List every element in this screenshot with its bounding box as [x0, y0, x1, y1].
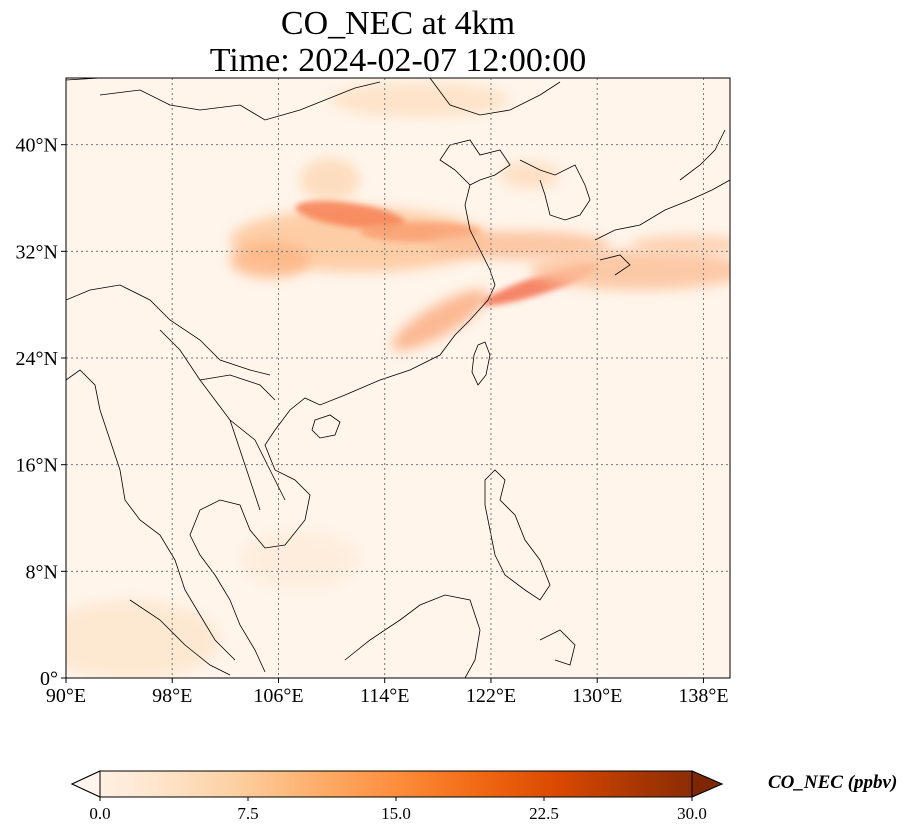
concentration-field	[66, 82, 730, 678]
colorbar-tick-label: 30.0	[677, 804, 707, 823]
plume-southwest	[66, 600, 220, 678]
map-frame	[65, 77, 731, 679]
lat-tick-label: 24°N	[16, 348, 58, 370]
lat-tick-label: 32°N	[16, 241, 58, 263]
plume-inner-mongolia	[300, 158, 360, 202]
coastline-sulawesi	[539, 629, 576, 666]
lat-tick-label: 40°N	[16, 135, 58, 157]
plume-sichuan	[230, 242, 310, 278]
lon-tick-label: 138°E	[678, 685, 728, 707]
coastline-japan	[594, 129, 730, 276]
longitude-labels: 90°E 98°E 106°E 114°E 122°E 130°E 138°E	[46, 678, 729, 707]
gridlines	[66, 78, 730, 678]
colorbar: 0.0 7.5 15.0 22.5 30.0 CO_NEC (ppbv)	[70, 770, 897, 823]
colorbar-ticks: 0.0 7.5 15.0 22.5 30.0	[89, 797, 707, 823]
colorbar-tick-label: 15.0	[381, 804, 411, 823]
lat-tick-label: 16°N	[16, 455, 58, 477]
map-title-line-2: Time: 2024-02-07 12:00:00	[209, 42, 587, 79]
lon-tick-label: 98°E	[152, 685, 192, 707]
coastline-philippines	[484, 469, 551, 601]
lon-tick-label: 122°E	[466, 685, 516, 707]
coastline-east-asia	[189, 169, 496, 673]
lon-tick-label: 106°E	[253, 685, 303, 707]
colorbar-extend-low	[70, 770, 101, 798]
lon-tick-label: 114°E	[360, 685, 409, 707]
colorbar-tick-label: 22.5	[529, 804, 559, 823]
colorbar-body	[70, 770, 724, 798]
plume-south-china-sea	[240, 530, 360, 590]
coastlines	[66, 78, 730, 678]
coastline-korea	[519, 159, 591, 221]
coastline-sumatra-malaya	[129, 559, 236, 676]
lat-tick-label: 8°N	[26, 561, 58, 583]
coastline-borneo	[344, 594, 481, 678]
coastline-myanmar	[66, 369, 176, 561]
plume-central-core	[295, 200, 405, 230]
plume-pacific-tail	[630, 235, 730, 255]
coastline-bohai	[439, 139, 511, 186]
plume-korea	[500, 161, 560, 189]
colorbar-title: CO_NEC (ppbv)	[768, 772, 897, 793]
coastline-taiwan	[471, 341, 491, 386]
plume-east-china-coast	[391, 289, 489, 351]
plume-japan-band	[530, 250, 730, 290]
border-china-russia	[429, 78, 561, 116]
map-title-line-1: CO_NEC at 4km	[280, 5, 516, 42]
colorbar-extend-high	[691, 770, 724, 798]
plume-north-band	[330, 82, 510, 118]
lon-tick-label: 130°E	[572, 685, 622, 707]
coastline-hainan	[311, 414, 341, 439]
colorbar-tick-label: 0.0	[89, 804, 110, 823]
border-south-asia	[66, 284, 271, 376]
colorbar-tick-label: 7.5	[237, 804, 258, 823]
lon-tick-label: 90°E	[46, 685, 86, 707]
lat-tick-label: 0°	[40, 668, 58, 690]
map-background	[66, 78, 730, 678]
plume-yellow-sea	[430, 231, 610, 259]
latitude-labels: 40°N 32°N 24°N 16°N 8°N 0°	[16, 135, 66, 690]
